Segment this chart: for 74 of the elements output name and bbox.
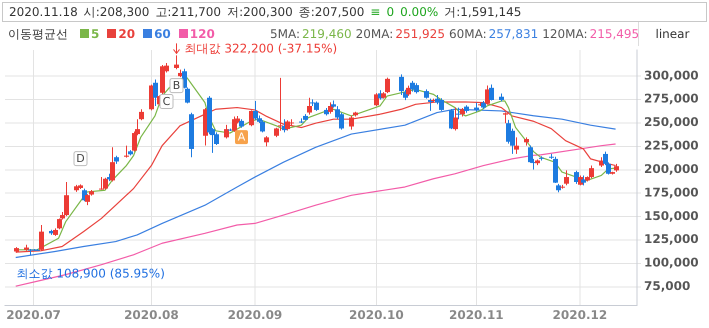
text: 257,831	[488, 27, 538, 41]
x-tick-label: 2020.12	[552, 308, 608, 322]
candlestick	[85, 194, 90, 206]
candlestick	[139, 108, 144, 121]
candlestick	[149, 84, 154, 111]
text: 219,460	[302, 27, 352, 41]
candlestick	[564, 170, 569, 186]
annotation: B	[172, 78, 180, 92]
annotation: 최대값 322,200 (-37.15%)	[184, 42, 338, 56]
candlestick	[574, 170, 579, 184]
text: 60MA:	[448, 27, 487, 41]
candlestick	[328, 102, 333, 114]
x-tick-label: 2020.10	[349, 308, 404, 322]
candlestick	[489, 84, 494, 102]
annotation: A	[238, 130, 246, 144]
text: 120MA:	[542, 27, 588, 41]
y-tick-label: 175,000	[644, 185, 699, 200]
legend-label: 120	[190, 27, 215, 41]
text: 251,925	[395, 27, 445, 41]
text: 5MA:	[270, 27, 300, 41]
text: 215,495	[590, 27, 640, 41]
candlestick	[514, 136, 519, 154]
candlestick	[103, 177, 108, 190]
annotation: C	[162, 94, 171, 108]
candlestick	[224, 124, 229, 139]
candlestick	[424, 88, 429, 100]
candlestick	[99, 176, 104, 190]
candlestick	[385, 77, 390, 94]
candlestick	[314, 100, 319, 112]
x-tick-label: 2020.07	[6, 308, 61, 322]
text: ≡	[370, 5, 380, 19]
x-tick-label: 2020.08	[124, 308, 179, 322]
y-tick-label: 100,000	[644, 256, 699, 270]
x-tick-label: 2020.11	[448, 308, 504, 322]
y-tick-label: 150,000	[644, 208, 699, 223]
text: 거:1,591,145	[444, 5, 522, 19]
text: 0	[386, 5, 394, 19]
candlestick	[124, 145, 129, 158]
candlestick	[589, 165, 594, 179]
candlestick	[153, 78, 158, 106]
text: 2020.11.18	[9, 5, 78, 19]
text: 20MA:	[356, 27, 394, 41]
candlestick	[260, 120, 265, 133]
candlestick	[414, 82, 419, 94]
legend-label: 5	[91, 27, 100, 41]
x-tick-label: 2020.09	[228, 308, 282, 322]
y-tick-label: 225,000	[644, 138, 699, 153]
candlestick	[253, 100, 258, 121]
candlestick	[64, 182, 69, 217]
candlestick	[349, 115, 354, 130]
candlestick	[285, 120, 290, 132]
candlestick	[553, 156, 558, 184]
annotation: D	[76, 152, 85, 165]
y-tick-label: 125,000	[644, 232, 699, 246]
text: 종:207,500	[298, 5, 364, 19]
legend-title: 이동평균선	[8, 27, 68, 41]
candlestick	[264, 136, 269, 147]
y-tick-label: 75,000	[644, 279, 690, 293]
candlestick	[439, 98, 444, 112]
text: linear	[638, 22, 706, 46]
candlestick	[406, 85, 411, 96]
text: 저:200,300	[227, 5, 293, 19]
y-tick-label: 275,000	[644, 92, 699, 106]
legend-label: 20	[118, 27, 136, 41]
legend-label: 60	[154, 27, 171, 41]
y-tick-label: 200,000	[644, 162, 699, 176]
candlestick	[456, 107, 461, 120]
text: 시:208,300	[84, 5, 150, 19]
y-tick-label: 300,000	[644, 68, 699, 82]
candlestick	[453, 107, 458, 132]
candlestick	[474, 102, 479, 112]
y-tick-label: 250,000	[644, 115, 699, 130]
text: 0.00%	[400, 5, 438, 19]
text: 고:211,700	[155, 5, 222, 19]
